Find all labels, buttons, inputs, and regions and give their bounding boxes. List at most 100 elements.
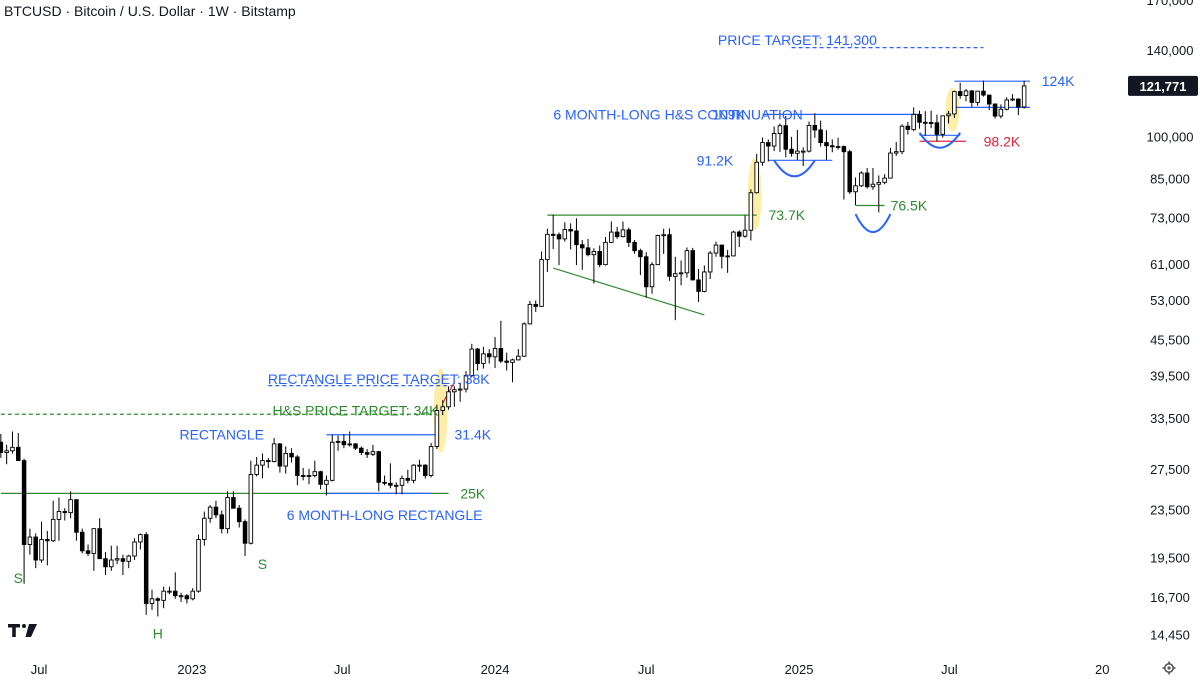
time-axis[interactable]: Jul 2023 Jul 2024 Jul 2025 Jul 20	[31, 662, 1110, 677]
candle	[713, 241, 719, 257]
candle	[952, 90, 957, 118]
candle	[638, 248, 643, 276]
annotation-label: 98.2K	[984, 133, 1021, 149]
candle	[463, 371, 469, 393]
annotation-label: RECTANGLE	[179, 427, 264, 443]
candle	[295, 455, 300, 486]
candle	[393, 482, 399, 495]
candle	[998, 104, 1004, 119]
candle	[748, 189, 754, 241]
candle	[987, 94, 992, 111]
candle	[167, 586, 172, 595]
falling-support-line	[553, 267, 705, 316]
candle	[521, 322, 527, 357]
left-shoulder-arc	[773, 159, 816, 178]
annotation-label: H&S PRICE TARGET: 34K	[273, 402, 440, 418]
candle	[556, 232, 562, 266]
candle	[1016, 98, 1021, 116]
candle	[626, 227, 632, 248]
candle	[905, 122, 911, 135]
annotation-label: 6 MONTH-LONG H&S CONTINUATION	[553, 106, 802, 122]
candle	[690, 247, 695, 281]
candle	[853, 177, 858, 206]
candle	[975, 90, 980, 106]
candle	[673, 256, 678, 321]
candle	[149, 589, 155, 610]
candle	[882, 174, 887, 185]
annotation-label: S	[258, 556, 267, 572]
time-axis-tick: 20	[1095, 662, 1109, 677]
candle	[957, 82, 963, 99]
candle	[103, 552, 108, 576]
candle	[114, 545, 120, 565]
candle	[946, 110, 951, 124]
annotation-label: RECTANGLE PRICE TARGET: 38K	[268, 371, 490, 387]
right-shoulder-arc	[918, 132, 962, 149]
candle	[574, 218, 579, 266]
price-axis-tick: 100,000	[1147, 130, 1194, 145]
candle	[806, 121, 812, 153]
candle	[434, 404, 440, 450]
candle	[219, 510, 225, 534]
candle	[818, 120, 823, 147]
candle	[864, 168, 870, 189]
candle	[504, 352, 509, 371]
candle	[353, 443, 358, 450]
candle	[45, 531, 50, 566]
candle	[876, 175, 882, 213]
annotation-label: 6 MONTH-LONG RECTANGLE	[287, 507, 483, 523]
candle	[231, 491, 236, 509]
candle	[923, 111, 928, 136]
candle	[800, 147, 806, 166]
candle	[545, 228, 550, 272]
time-axis-tick: Jul	[638, 662, 655, 677]
candle	[888, 147, 893, 179]
candle	[10, 431, 15, 454]
candle	[777, 123, 783, 152]
candle	[754, 153, 759, 194]
candle	[707, 251, 713, 280]
candle	[196, 534, 201, 593]
candle	[143, 532, 149, 615]
candle	[68, 491, 73, 519]
candle	[1010, 94, 1015, 102]
candle	[963, 89, 969, 102]
candle	[899, 124, 905, 155]
candle	[405, 469, 411, 484]
time-axis-tick: 2025	[785, 662, 814, 677]
candle	[940, 115, 945, 138]
candle	[492, 337, 498, 368]
candle	[928, 110, 934, 129]
candle	[324, 475, 329, 496]
annotation-label: 109K	[712, 106, 745, 122]
chart-title: BTCUSD · Bitcoin / U.S. Dollar · 1W · Bi…	[4, 3, 296, 19]
candle	[603, 236, 608, 266]
candle	[568, 223, 573, 250]
candle	[841, 145, 847, 200]
candle	[207, 504, 213, 523]
price-axis[interactable]: 170,000 140,000 100,000 85,000 73,000 61,000 5…	[1128, 0, 1198, 642]
tradingview-logo-icon[interactable]	[8, 624, 37, 637]
candle	[917, 110, 922, 129]
candle	[178, 592, 184, 602]
candle	[0, 433, 4, 458]
candle	[550, 214, 556, 250]
candle	[399, 475, 405, 495]
candle	[661, 228, 666, 254]
candle	[731, 230, 736, 257]
gear-icon[interactable]	[1162, 661, 1176, 675]
breakout-highlights	[433, 87, 960, 453]
candle	[486, 349, 492, 364]
candle	[771, 126, 777, 152]
candle	[85, 544, 91, 557]
price-axis-tick: 53,000	[1150, 293, 1190, 308]
candle	[516, 349, 521, 361]
time-axis-tick: Jul	[31, 662, 48, 677]
annotation-label: 31.4K	[455, 427, 492, 443]
candle	[766, 139, 771, 162]
candle	[1004, 97, 1009, 111]
candle	[329, 434, 335, 482]
candle	[830, 139, 835, 153]
